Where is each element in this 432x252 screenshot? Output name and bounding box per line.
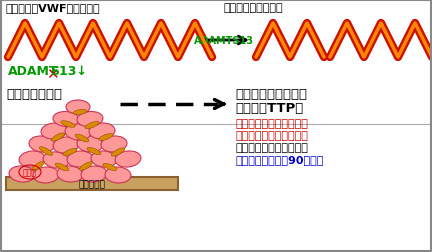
- Ellipse shape: [87, 148, 101, 155]
- Ellipse shape: [53, 112, 79, 127]
- Ellipse shape: [33, 167, 59, 183]
- Bar: [2, 124, 430, 250]
- Ellipse shape: [91, 151, 117, 167]
- Ellipse shape: [99, 134, 113, 141]
- Text: 放置すれば致死率90％以上: 放置すれば致死率90％以上: [235, 154, 324, 164]
- Ellipse shape: [53, 137, 79, 153]
- Ellipse shape: [39, 147, 53, 156]
- Ellipse shape: [41, 123, 67, 140]
- Ellipse shape: [101, 136, 127, 152]
- Text: ADAMTS13: ADAMTS13: [194, 36, 254, 46]
- Text: 血栓性血小板減少性: 血栓性血小板減少性: [235, 88, 307, 101]
- Text: S13↓: S13↓: [50, 65, 87, 78]
- Ellipse shape: [55, 164, 69, 171]
- Ellipse shape: [65, 124, 91, 141]
- Ellipse shape: [103, 164, 117, 171]
- Text: 超高分子量VWFマルチマー: 超高分子量VWFマルチマー: [6, 3, 101, 13]
- Ellipse shape: [73, 110, 87, 115]
- Ellipse shape: [77, 112, 103, 127]
- Ellipse shape: [61, 121, 75, 128]
- Ellipse shape: [105, 167, 131, 183]
- Ellipse shape: [85, 122, 99, 129]
- Text: 血小板減少・溶血性貧血: 血小板減少・溶血性貧血: [235, 118, 308, 129]
- Ellipse shape: [81, 166, 107, 182]
- Ellipse shape: [43, 152, 69, 168]
- Ellipse shape: [67, 151, 93, 167]
- Text: ・微小血管内血小板血栓: ・微小血管内血小板血栓: [235, 131, 308, 140]
- Bar: [2, 2, 430, 124]
- Ellipse shape: [9, 166, 35, 182]
- Ellipse shape: [89, 123, 115, 139]
- Ellipse shape: [77, 136, 103, 152]
- Text: 内皮下組織: 内皮下組織: [79, 180, 105, 189]
- Text: 血小板: 血小板: [23, 168, 37, 177]
- Text: を特徴とする全身性疾患: を特徴とする全身性疾患: [235, 142, 308, 152]
- Ellipse shape: [111, 148, 125, 156]
- Text: 紫斑病（TTP）: 紫斑病（TTP）: [235, 102, 303, 115]
- Ellipse shape: [51, 133, 65, 142]
- Text: ✕: ✕: [46, 67, 59, 82]
- Text: 適度に断片化＝正常: 適度に断片化＝正常: [223, 3, 283, 13]
- Text: ADAMT: ADAMT: [8, 65, 58, 78]
- Ellipse shape: [29, 136, 55, 152]
- Bar: [6, 177, 178, 190]
- Ellipse shape: [66, 101, 90, 115]
- Ellipse shape: [115, 151, 141, 167]
- Ellipse shape: [32, 162, 44, 171]
- Ellipse shape: [19, 151, 45, 167]
- Ellipse shape: [57, 166, 83, 182]
- Text: 血小板過剰凝集: 血小板過剰凝集: [6, 88, 62, 101]
- Ellipse shape: [75, 135, 89, 142]
- Ellipse shape: [79, 162, 92, 171]
- Ellipse shape: [63, 149, 77, 156]
